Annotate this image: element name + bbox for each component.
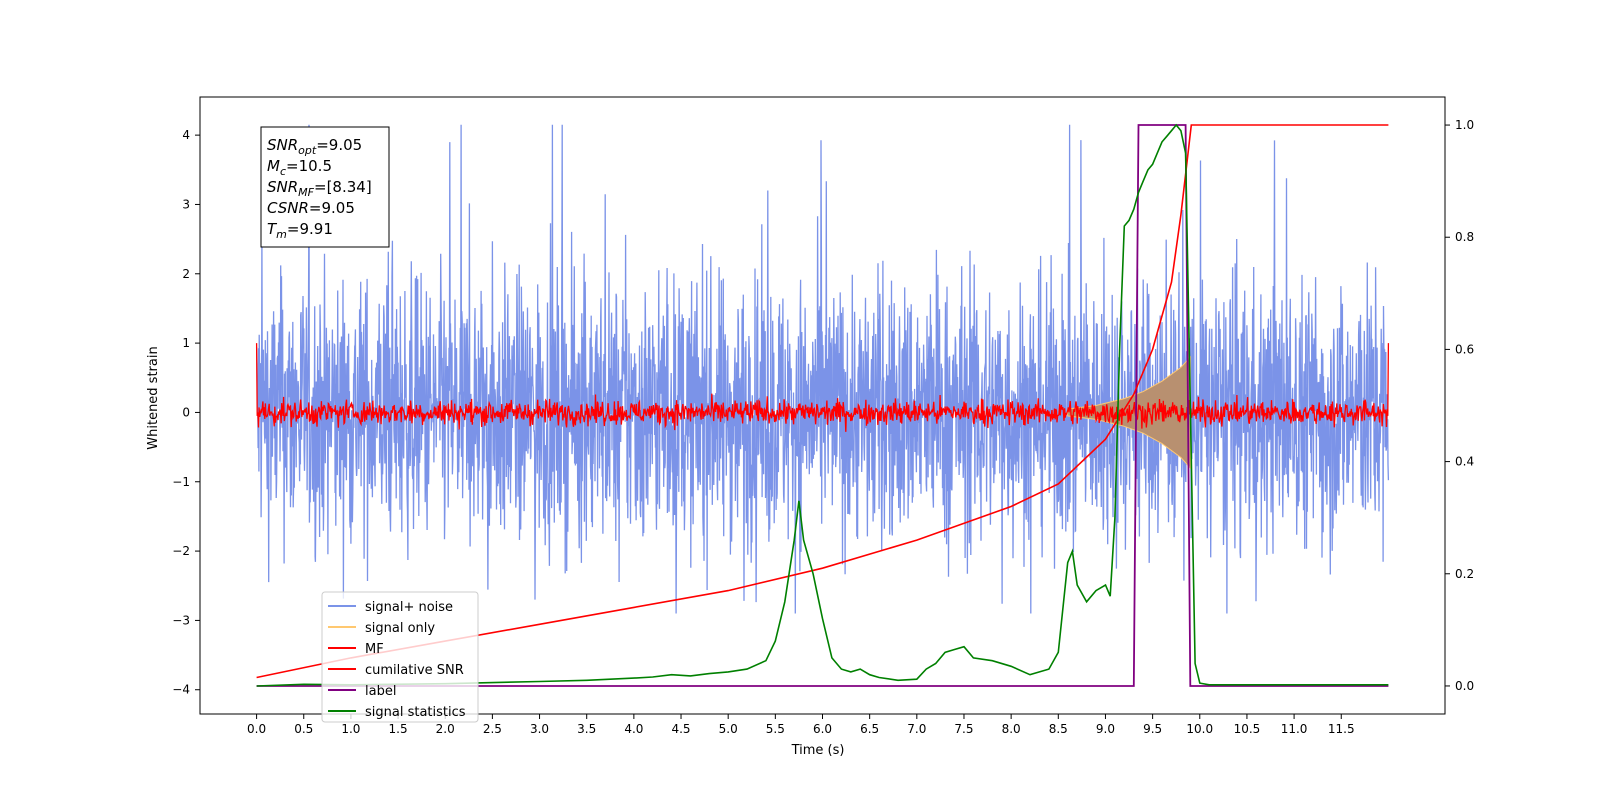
y-right-tick-label: 0.4 [1455, 455, 1474, 469]
x-tick-label: 11.5 [1328, 722, 1355, 736]
axes: 0.0 0.5 1.0 1.5 2.0 2.5 3.0 3.5 4.0 4.5 5.0 5.5 6.0 6… [172, 96, 1474, 736]
y-right-tick-label: 1.0 [1455, 118, 1474, 132]
x-tick-label: 6.5 [860, 722, 879, 736]
x-tick-label: 3.5 [577, 722, 596, 736]
x-tick-label: 0.0 [247, 722, 266, 736]
annotation-line: Tm=9.91 [267, 220, 333, 241]
legend-frame [321, 591, 479, 723]
plot-area [255, 123, 1390, 687]
x-tick-label: 7.5 [954, 722, 973, 736]
x-tick-label: 4.5 [671, 722, 690, 736]
x-axis-label: Time (s) [791, 743, 845, 758]
annotation-line: CSNR=9.05 [267, 199, 355, 217]
annotation-line: SNRopt=9.05 [267, 136, 362, 157]
y-right-tick-label: 0.8 [1455, 230, 1474, 244]
x-tick-label: 1.0 [341, 722, 360, 736]
y-right-tick-label: 0.6 [1455, 342, 1474, 356]
x-tick-label: 10.0 [1186, 722, 1213, 736]
y-right-tick-label: 0.2 [1455, 567, 1474, 581]
x-tick-label: 5.0 [719, 722, 738, 736]
x-tick-label: 5.5 [766, 722, 785, 736]
y-left-tick-label: −4 [172, 683, 190, 697]
x-tick-label: 1.5 [389, 722, 408, 736]
x-tick-label: 11.0 [1281, 722, 1308, 736]
y-left-tick-label: 2 [182, 267, 190, 281]
x-tick-label: 7.0 [907, 722, 926, 736]
x-tick-label: 6.0 [813, 722, 832, 736]
legend-entry: MF [365, 642, 384, 657]
y-left-tick-label: −3 [172, 613, 190, 627]
x-tick-label: 8.5 [1049, 722, 1068, 736]
y-right-tick-label: 0.0 [1455, 679, 1474, 693]
y-left-tick-label: 1 [182, 336, 190, 350]
series-cumulative-snr [256, 124, 1389, 679]
legend-entry: cumilative SNR [365, 663, 464, 678]
x-tick-label: 10.5 [1234, 722, 1261, 736]
series-signal-statistics [256, 123, 1389, 687]
x-tick-label: 3.0 [530, 722, 549, 736]
legend-entry: signal only [365, 621, 435, 636]
legend-entry: signal statistics [365, 705, 466, 720]
annotation-line: SNRMF=[8.34] [267, 178, 372, 199]
y-left-tick-label: −1 [172, 475, 190, 489]
y-left-tick-label: 3 [182, 197, 190, 211]
legend-entry: label [365, 684, 396, 699]
annotation-frame [260, 126, 390, 248]
series-signal-noise [255, 124, 1390, 614]
x-tick-label: 4.0 [624, 722, 643, 736]
legend: signal+ noise signal only MF cumilative SNR… [321, 591, 479, 723]
y-left-tick-label: −2 [172, 544, 190, 558]
y-axis-label: Whitened strain [146, 346, 161, 449]
y-left-tick-label: 0 [182, 405, 190, 419]
x-tick-label: 2.5 [483, 722, 502, 736]
annotation-line: Mc=10.5 [267, 157, 332, 178]
x-tick-label: 8.0 [1002, 722, 1021, 736]
series-mf [255, 343, 1390, 432]
x-tick-label: 0.5 [294, 722, 313, 736]
series-label [256, 124, 1389, 687]
x-tick-label: 9.5 [1143, 722, 1162, 736]
legend-entry: signal+ noise [365, 600, 453, 615]
y-left-tick-label: 4 [182, 128, 190, 142]
x-tick-label: 9.0 [1096, 722, 1115, 736]
x-tick-label: 2.0 [436, 722, 455, 736]
